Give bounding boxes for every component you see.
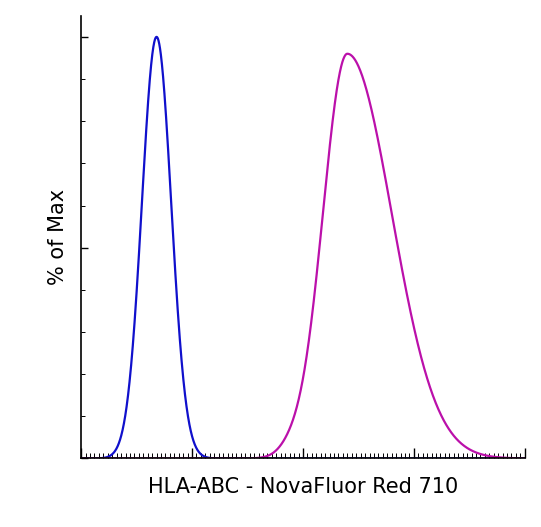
Y-axis label: % of Max: % of Max	[48, 189, 68, 285]
X-axis label: HLA-ABC - NovaFluor Red 710: HLA-ABC - NovaFluor Red 710	[148, 477, 458, 497]
